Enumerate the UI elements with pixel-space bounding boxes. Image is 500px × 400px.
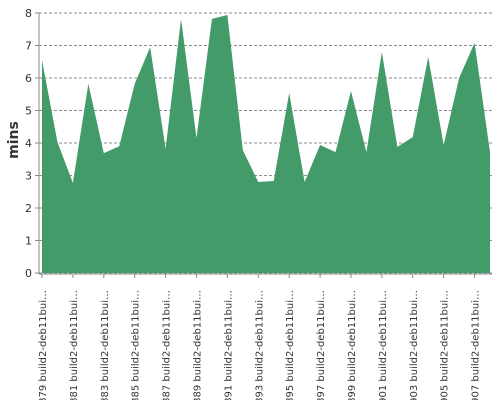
x-tick-label: #907 build2-deb11bui…: [471, 290, 482, 400]
x-tick-label: #899 build2-deb11bui…: [347, 290, 358, 400]
x-tick-label: #905 build2-deb11bui…: [440, 290, 451, 400]
y-tick-label: 4: [25, 137, 32, 150]
y-tick-label: 5: [25, 105, 32, 118]
x-tick-label: #887 build2-deb11bui…: [162, 290, 173, 400]
x-tick-label: #885 build2-deb11bui…: [131, 290, 142, 400]
y-axis-label: mins: [6, 121, 22, 159]
x-tick-label: #897 build2-deb11bui…: [316, 290, 327, 400]
x-tick-label: #903 build2-deb11bui…: [409, 290, 420, 400]
y-tick-label: 7: [25, 40, 32, 53]
x-tick-label: #883 build2-deb11bui…: [100, 290, 111, 400]
area: [42, 14, 490, 273]
x-tick-label: #893 build2-deb11bui…: [254, 290, 265, 400]
y-tick-label: 8: [25, 7, 32, 20]
y-tick-label: 2: [25, 202, 32, 215]
x-tick-label: #891 build2-deb11bui…: [223, 290, 234, 400]
y-tick-label: 1: [25, 235, 32, 248]
y-tick-label: 3: [25, 170, 32, 183]
x-tick-label: #881 build2-deb11bui…: [69, 290, 80, 400]
y-tick-label: 6: [25, 72, 32, 85]
x-tick-label: #895 build2-deb11bui…: [285, 290, 296, 400]
x-tick-label: #879 build2-deb11bui…: [38, 290, 49, 400]
y-tick-label: 0: [25, 267, 32, 280]
x-tick-label: #901 build2-deb11bui…: [378, 290, 389, 400]
x-tick-label: #889 build2-deb11bui…: [192, 290, 203, 400]
